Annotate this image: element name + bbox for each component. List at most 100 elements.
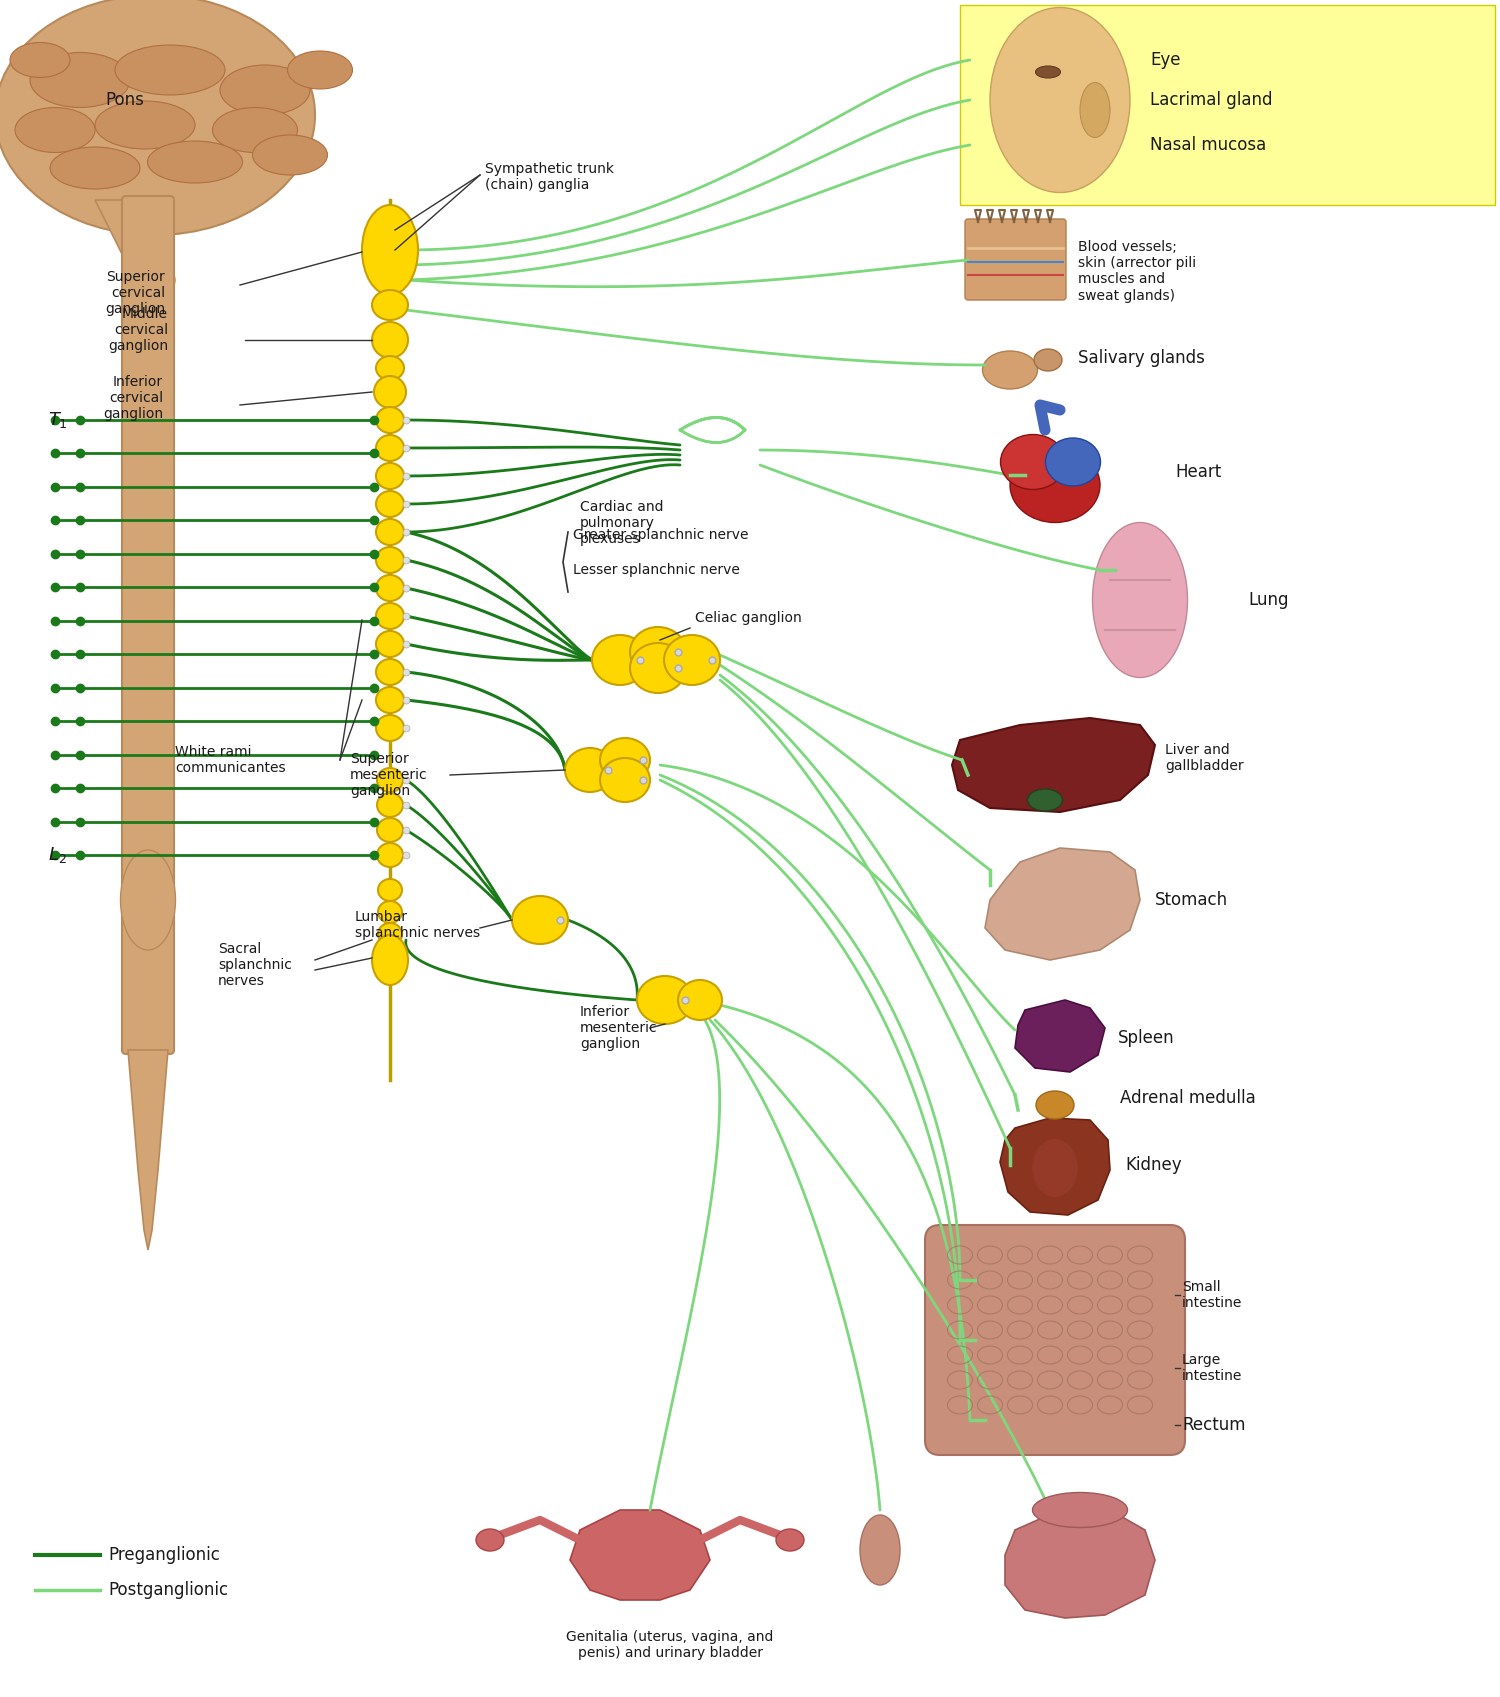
Ellipse shape: [147, 141, 243, 183]
Polygon shape: [986, 848, 1140, 961]
Text: Blood vessels;
skin (arrector pili
muscles and
sweat glands): Blood vessels; skin (arrector pili muscl…: [1078, 239, 1196, 302]
Text: Lesser splanchnic nerve: Lesser splanchnic nerve: [573, 563, 740, 577]
Ellipse shape: [512, 896, 568, 944]
Ellipse shape: [376, 631, 404, 657]
FancyBboxPatch shape: [926, 1225, 1185, 1454]
Ellipse shape: [376, 687, 404, 713]
Text: Greater splanchnic nerve: Greater splanchnic nerve: [573, 528, 748, 541]
Text: Lumbar
splanchnic nerves: Lumbar splanchnic nerves: [356, 910, 480, 940]
Ellipse shape: [678, 979, 722, 1020]
Ellipse shape: [1036, 1091, 1074, 1118]
Ellipse shape: [476, 1529, 504, 1551]
Text: Superior
cervical
ganglion: Superior cervical ganglion: [105, 270, 165, 316]
Ellipse shape: [376, 463, 404, 489]
Ellipse shape: [378, 879, 402, 901]
Ellipse shape: [220, 64, 310, 115]
Ellipse shape: [592, 635, 648, 686]
Ellipse shape: [15, 107, 94, 153]
Text: Stomach: Stomach: [1155, 891, 1228, 910]
Polygon shape: [1016, 1000, 1106, 1073]
Text: Rectum: Rectum: [1182, 1415, 1245, 1434]
Ellipse shape: [120, 850, 176, 950]
Ellipse shape: [638, 976, 693, 1023]
Ellipse shape: [1032, 1492, 1128, 1527]
Text: Small
intestine: Small intestine: [1182, 1280, 1242, 1310]
Ellipse shape: [1035, 66, 1060, 78]
Ellipse shape: [1034, 350, 1062, 372]
Ellipse shape: [376, 602, 404, 630]
Text: Nasal mucosa: Nasal mucosa: [1150, 136, 1266, 154]
Ellipse shape: [1028, 789, 1062, 811]
Ellipse shape: [50, 148, 140, 188]
Text: Cardiac and
pulmonary
plexuses: Cardiac and pulmonary plexuses: [580, 501, 663, 546]
Text: Preganglionic: Preganglionic: [108, 1546, 220, 1565]
Text: Spleen: Spleen: [1118, 1028, 1174, 1047]
Ellipse shape: [376, 356, 404, 380]
Ellipse shape: [116, 46, 225, 95]
Ellipse shape: [94, 102, 195, 149]
Ellipse shape: [1080, 83, 1110, 137]
Text: Sacral
splanchnic
nerves: Sacral splanchnic nerves: [217, 942, 292, 988]
Ellipse shape: [372, 935, 408, 984]
Ellipse shape: [288, 51, 352, 88]
Text: Kidney: Kidney: [1125, 1156, 1182, 1174]
Ellipse shape: [378, 901, 402, 923]
Text: Lacrimal gland: Lacrimal gland: [1150, 92, 1272, 109]
Ellipse shape: [664, 635, 720, 686]
Polygon shape: [1000, 1118, 1110, 1215]
Ellipse shape: [378, 923, 402, 945]
FancyBboxPatch shape: [964, 219, 1066, 300]
Ellipse shape: [372, 290, 408, 321]
Text: Salivary glands: Salivary glands: [1078, 350, 1204, 367]
Ellipse shape: [600, 759, 650, 803]
Polygon shape: [1005, 1510, 1155, 1617]
Ellipse shape: [376, 792, 404, 816]
Ellipse shape: [566, 748, 615, 792]
Text: Eye: Eye: [1150, 51, 1180, 70]
Ellipse shape: [982, 351, 1038, 389]
Ellipse shape: [10, 42, 70, 78]
FancyBboxPatch shape: [960, 5, 1496, 205]
Ellipse shape: [1010, 448, 1100, 523]
FancyBboxPatch shape: [122, 195, 174, 1054]
Text: Middle
cervical
ganglion: Middle cervical ganglion: [108, 307, 168, 353]
Ellipse shape: [630, 626, 686, 677]
Text: Sympathetic trunk
(chain) ganglia: Sympathetic trunk (chain) ganglia: [484, 161, 614, 192]
Ellipse shape: [859, 1515, 900, 1585]
Ellipse shape: [376, 658, 404, 686]
Text: Liver and
gallbladder: Liver and gallbladder: [1166, 743, 1244, 774]
Text: $T_1$: $T_1$: [48, 411, 68, 429]
Ellipse shape: [0, 0, 315, 234]
Polygon shape: [128, 1050, 168, 1251]
Text: Large
intestine: Large intestine: [1182, 1353, 1242, 1383]
Ellipse shape: [1000, 434, 1065, 489]
Ellipse shape: [376, 769, 404, 792]
Ellipse shape: [630, 643, 686, 692]
Polygon shape: [570, 1510, 710, 1600]
Text: Celiac ganglion: Celiac ganglion: [694, 611, 801, 624]
Text: White rami
communicantes: White rami communicantes: [176, 745, 285, 776]
Ellipse shape: [374, 377, 406, 407]
Ellipse shape: [600, 738, 650, 782]
Ellipse shape: [376, 843, 404, 867]
Text: Inferior
mesenteric
ganglion: Inferior mesenteric ganglion: [580, 1005, 657, 1050]
Ellipse shape: [376, 519, 404, 545]
Text: Superior
mesenteric
ganglion: Superior mesenteric ganglion: [350, 752, 427, 798]
Ellipse shape: [376, 575, 404, 601]
Ellipse shape: [213, 107, 297, 153]
Text: Heart: Heart: [1174, 463, 1221, 480]
Ellipse shape: [376, 714, 404, 742]
Polygon shape: [94, 200, 176, 360]
Ellipse shape: [30, 53, 130, 107]
Text: Inferior
cervical
ganglion: Inferior cervical ganglion: [104, 375, 164, 421]
Ellipse shape: [372, 322, 408, 358]
Ellipse shape: [376, 546, 404, 574]
Ellipse shape: [362, 205, 419, 295]
Ellipse shape: [776, 1529, 804, 1551]
Ellipse shape: [1032, 1139, 1077, 1196]
Text: Postganglionic: Postganglionic: [108, 1582, 228, 1599]
Polygon shape: [952, 718, 1155, 811]
Text: Lung: Lung: [1248, 591, 1288, 609]
Ellipse shape: [376, 434, 404, 462]
Ellipse shape: [252, 136, 327, 175]
